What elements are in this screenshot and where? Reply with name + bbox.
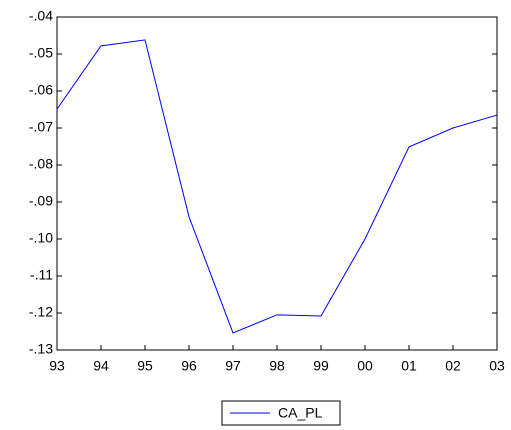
x-tick-label: 01 xyxy=(401,358,417,374)
x-tick-label: 99 xyxy=(313,358,329,374)
y-tick-label: -.09 xyxy=(29,193,53,209)
x-tick-label: 95 xyxy=(137,358,153,374)
legend-label: CA_PL xyxy=(278,405,323,421)
x-tick-label: 98 xyxy=(269,358,285,374)
x-tick-label: 93 xyxy=(49,358,65,374)
y-tick-label: -.13 xyxy=(29,341,53,357)
y-tick-label: -.08 xyxy=(29,156,53,172)
x-tick-label: 97 xyxy=(225,358,241,374)
x-tick-label: 02 xyxy=(445,358,461,374)
y-tick-label: -.12 xyxy=(29,304,53,320)
y-tick-label: -.10 xyxy=(29,230,53,246)
plot-frame xyxy=(56,16,498,351)
x-tick-label: 00 xyxy=(357,358,373,374)
y-tick-label: -.04 xyxy=(29,8,53,24)
y-tick-label: -.11 xyxy=(30,267,53,283)
y-tick-label: -.06 xyxy=(29,82,53,98)
x-tick-label: 03 xyxy=(489,358,505,374)
data-line xyxy=(56,39,498,334)
x-tick-label: 96 xyxy=(181,358,197,374)
y-tick-label: -.05 xyxy=(29,45,53,61)
x-tick-label: 94 xyxy=(93,358,109,374)
y-tick-label: -.07 xyxy=(29,119,53,135)
